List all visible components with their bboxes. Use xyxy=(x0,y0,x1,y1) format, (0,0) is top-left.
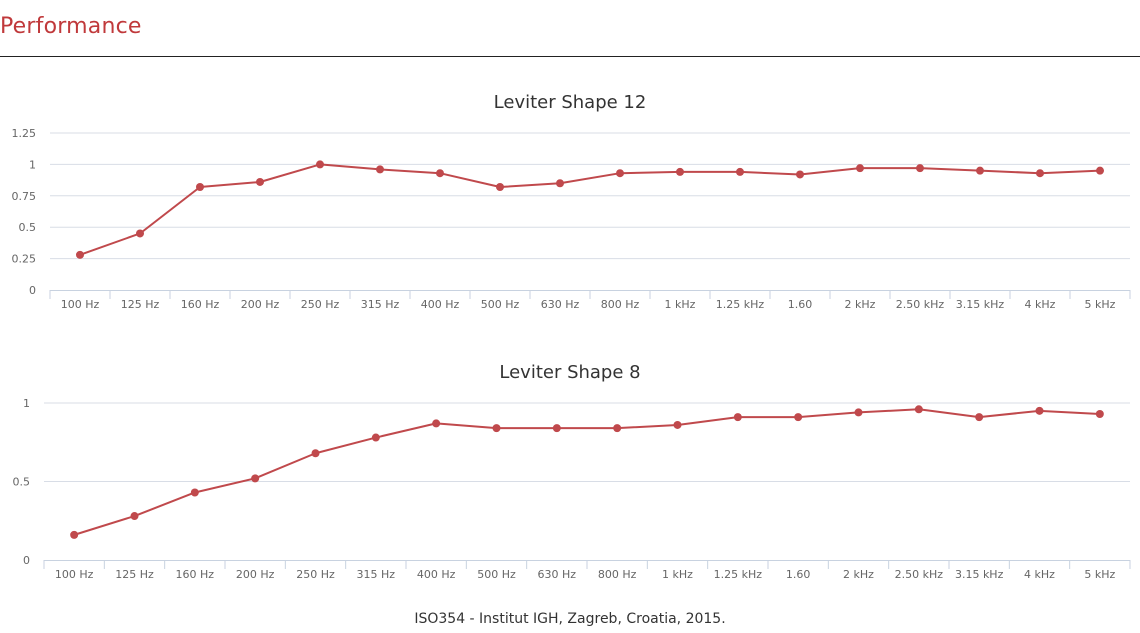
x-tick-label: 160 Hz xyxy=(181,298,220,311)
chart-title: Leviter Shape 8 xyxy=(499,362,641,383)
y-tick-label: 0.5 xyxy=(13,476,31,489)
chart-leviter-shape-12: Leviter Shape 12 0 0.25 0.5 0.75 1 1.25 100 Hz… xyxy=(0,88,1140,324)
data-point xyxy=(616,169,624,178)
x-tick-label: 630 Hz xyxy=(538,568,577,581)
x-tick-label: 315 Hz xyxy=(361,298,400,311)
page-title: Performance xyxy=(0,14,142,39)
x-tick-label: 500 Hz xyxy=(477,568,516,581)
footer-note: ISO354 - Institut IGH, Zagreb, Croatia, … xyxy=(414,611,726,627)
data-point xyxy=(736,167,744,176)
x-tick-label: 2.50 kHz xyxy=(896,298,945,311)
data-point xyxy=(794,413,803,422)
data-point xyxy=(552,424,561,433)
x-tick-label: 100 Hz xyxy=(61,298,100,311)
series-line xyxy=(79,163,1101,256)
x-tick-label: 400 Hz xyxy=(417,568,456,581)
data-point xyxy=(432,419,441,428)
data-point xyxy=(136,229,144,238)
x-tick-label: 5 kHz xyxy=(1084,568,1115,581)
x-tick-label: 125 Hz xyxy=(115,568,154,581)
data-point xyxy=(190,488,199,497)
line-chart-svg: 0 0.25 0.5 0.75 1 1.25 100 Hz 125 Hz 160 Hz 200 H… xyxy=(12,127,1131,311)
data-point xyxy=(854,408,863,417)
y-tick-label: 0 xyxy=(23,554,30,567)
x-tick-label: 3.15 kHz xyxy=(956,298,1005,311)
x-tick-label: 1 kHz xyxy=(662,568,693,581)
data-point xyxy=(556,179,564,188)
x-tick-label: 1 kHz xyxy=(665,298,696,311)
data-point xyxy=(914,405,923,414)
x-tick-label: 200 Hz xyxy=(241,298,280,311)
data-point xyxy=(130,512,139,521)
y-tick-label: 1 xyxy=(29,158,36,171)
y-tick-label: 0.25 xyxy=(12,253,37,266)
x-tick-label: 800 Hz xyxy=(601,298,640,311)
y-tick-label: 0.75 xyxy=(12,190,37,203)
x-tick-label: 400 Hz xyxy=(421,298,460,311)
x-tick-label: 4 kHz xyxy=(1024,568,1055,581)
data-point xyxy=(376,165,384,174)
x-tick-label: 5 kHz xyxy=(1085,298,1116,311)
x-tick-label: 1.60 xyxy=(788,298,813,311)
data-point xyxy=(916,164,924,173)
data-point xyxy=(76,250,84,259)
x-tick-label: 3.15 kHz xyxy=(955,568,1004,581)
x-tick-label: 100 Hz xyxy=(55,568,94,581)
data-point xyxy=(856,164,864,173)
x-tick-label: 160 Hz xyxy=(176,568,215,581)
data-point xyxy=(316,160,324,169)
data-point xyxy=(251,474,260,483)
line-chart-svg: 0 0.5 1 100 Hz 125 Hz 160 Hz 200 Hz 250 Hz 315 H… xyxy=(13,397,1131,581)
data-point xyxy=(496,183,504,192)
data-point xyxy=(975,413,984,422)
x-tick-label: 1.25 kHz xyxy=(716,298,765,311)
y-tick-label: 0.5 xyxy=(19,221,37,234)
data-point xyxy=(613,424,622,433)
data-point xyxy=(196,183,204,192)
x-tick-label: 630 Hz xyxy=(541,298,580,311)
x-tick-label: 2 kHz xyxy=(843,568,874,581)
data-point xyxy=(1036,169,1044,178)
y-tick-label: 1.25 xyxy=(12,127,37,140)
y-tick-label: 0 xyxy=(29,284,36,297)
data-point xyxy=(676,167,684,176)
x-tick-label: 125 Hz xyxy=(121,298,160,311)
data-point xyxy=(1035,406,1044,415)
y-tick-label: 1 xyxy=(23,397,30,410)
data-point xyxy=(311,449,320,458)
data-point xyxy=(1096,166,1104,175)
x-tick-label: 2.50 kHz xyxy=(895,568,944,581)
chart-leviter-shape-8: Leviter Shape 8 0 0.5 1 100 Hz 125 Hz 160 Hz 2… xyxy=(0,358,1140,594)
data-point xyxy=(976,166,984,175)
data-point xyxy=(796,170,804,179)
data-point xyxy=(673,420,682,429)
data-point xyxy=(1095,409,1104,418)
data-point xyxy=(733,413,742,422)
data-point xyxy=(371,433,380,442)
x-tick-label: 315 Hz xyxy=(357,568,396,581)
x-tick-label: 4 kHz xyxy=(1025,298,1056,311)
x-tick-label: 250 Hz xyxy=(301,298,340,311)
data-point xyxy=(70,530,79,539)
data-point xyxy=(256,177,264,186)
x-tick-label: 250 Hz xyxy=(296,568,335,581)
x-tick-label: 2 kHz xyxy=(845,298,876,311)
chart-title: Leviter Shape 12 xyxy=(493,92,647,113)
x-tick-label: 200 Hz xyxy=(236,568,275,581)
title-divider xyxy=(0,56,1140,57)
x-tick-label: 1.60 xyxy=(786,568,811,581)
x-tick-label: 1.25 kHz xyxy=(714,568,763,581)
data-point xyxy=(492,424,501,433)
x-tick-label: 500 Hz xyxy=(481,298,520,311)
series-line xyxy=(73,408,1100,536)
data-point xyxy=(436,169,444,178)
x-tick-label: 800 Hz xyxy=(598,568,637,581)
